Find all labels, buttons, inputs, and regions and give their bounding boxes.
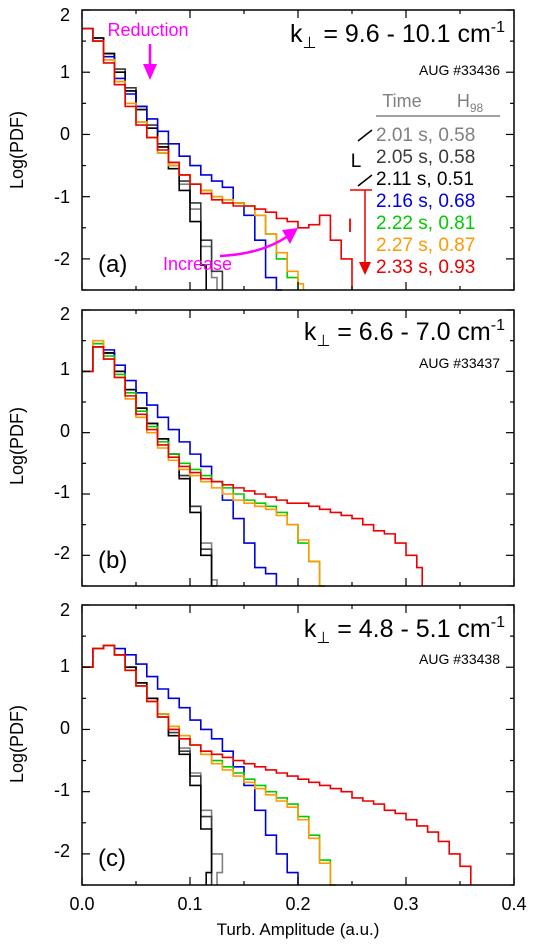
legend: Time H98 2.01 s, 0.58 2.05 s, 0.58 2.11 … — [347, 91, 500, 278]
panel-a-tick-y-2: 2 — [60, 5, 70, 25]
x-tick-2: 0.2 — [285, 894, 310, 914]
panel-a-series-4 — [82, 27, 282, 291]
panel-c-series — [82, 644, 472, 886]
panel-c-k-range: = 4.8 - 5.1 cm — [330, 615, 491, 643]
panel-a-shot: AUG #33436 — [419, 62, 500, 78]
panel-b-k-range: = 6.6 - 7.0 cm — [330, 318, 491, 346]
panel-c-tick-y-0: 0 — [60, 718, 70, 738]
panel-b-tick-y-0: 0 — [60, 421, 70, 441]
legend-l-bracket-top — [357, 129, 373, 142]
annotation-reduction: Reduction — [107, 20, 188, 40]
legend-entry-7: 2.33 s, 0.93 — [376, 257, 475, 278]
panel-a-tick-y-0: 0 — [60, 124, 70, 144]
panel-a-k-exp: -1 — [491, 19, 505, 36]
panel-c: 2 1 0 -1 -2 Log(PDF) (c) k⊥ = 4.8 - 5.1 … — [7, 600, 515, 886]
panel-c-letter: (c) — [98, 845, 126, 872]
panel-a-tick-y-m1: -1 — [54, 187, 70, 207]
panel-b-series — [82, 339, 423, 587]
legend-entry-5: 2.22 s, 0.81 — [376, 213, 475, 234]
panel-c-shot: AUG #33438 — [419, 651, 500, 667]
annotation-increase-arrow — [219, 234, 289, 258]
legend-entry-1: 2.01 s, 0.58 — [376, 125, 475, 146]
panel-a-k-range: = 9.6 - 10.1 cm — [316, 20, 490, 48]
x-tick-1: 0.1 — [177, 894, 202, 914]
panel-c-k-symbol: k — [304, 615, 317, 643]
annotation-increase: Increase — [163, 254, 232, 274]
panel-c-tick-y-m1: -1 — [54, 780, 70, 800]
legend-header-h: H98 — [457, 91, 484, 115]
x-tick-0: 0.0 — [69, 894, 94, 914]
panel-a-letter: (a) — [98, 251, 127, 278]
panel-b-ylabel: Log(PDF) — [7, 407, 27, 485]
panel-a-tick-y-m2: -2 — [54, 249, 70, 269]
panel-a: 2 1 0 -1 -2 Log(PDF) (a) k⊥ = 9.6 - 10.1… — [7, 5, 515, 291]
panel-a-ticks — [81, 9, 515, 291]
panel-c-ticks — [81, 604, 515, 886]
panel-b: 2 1 0 -1 -2 Log(PDF) (b) k⊥ = 6.6 - 7.0 … — [7, 304, 515, 587]
panel-b-shot: AUG #33437 — [419, 355, 500, 371]
legend-header-time: Time — [382, 91, 421, 111]
legend-entry-2: 2.05 s, 0.58 — [376, 147, 475, 168]
panel-c-series-4 — [82, 644, 299, 885]
panel-c-k-exp: -1 — [491, 614, 505, 631]
x-tick-3: 0.3 — [393, 894, 418, 914]
panel-c-k-label: k⊥ = 4.8 - 5.1 cm-1 — [304, 614, 505, 647]
panel-b-k-label: k⊥ = 6.6 - 7.0 cm-1 — [304, 317, 505, 350]
legend-i-arrowhead — [359, 262, 371, 275]
panel-b-tick-y-m2: -2 — [54, 543, 70, 563]
panel-c-tick-y-1: 1 — [60, 656, 70, 676]
legend-phase-i: I — [347, 216, 352, 237]
annotation-reduction-arrowhead — [143, 64, 157, 80]
panel-c-series-7 — [82, 644, 472, 885]
legend-l-bracket-bottom — [357, 174, 373, 187]
panel-b-letter: (b) — [98, 547, 127, 574]
panel-a-series — [82, 27, 353, 291]
x-tick-4: 0.4 — [501, 894, 526, 914]
panel-b-tick-y-m1: -1 — [54, 482, 70, 502]
panel-a-k-symbol: k — [290, 20, 303, 48]
panel-c-tick-y-m2: -2 — [54, 841, 70, 861]
legend-entry-3: 2.11 s, 0.51 — [376, 169, 474, 190]
panel-a-k-label: k⊥ = 9.6 - 10.1 cm-1 — [290, 19, 505, 52]
panel-a-ylabel: Log(PDF) — [7, 111, 27, 189]
panel-c-tick-y-2: 2 — [60, 600, 70, 620]
legend-entry-4: 2.16 s, 0.68 — [376, 191, 475, 212]
panel-b-ticks — [81, 309, 515, 587]
panel-b-k-symbol: k — [304, 318, 317, 346]
panel-b-series-7 — [82, 346, 423, 586]
panel-b-k-exp: -1 — [491, 317, 505, 334]
panel-b-tick-y-2: 2 — [60, 304, 70, 324]
annotation-increase-arrowhead — [282, 228, 298, 244]
panel-a-series-7 — [82, 27, 353, 290]
legend-entry-6: 2.27 s, 0.87 — [376, 235, 475, 256]
panel-b-tick-y-1: 1 — [60, 359, 70, 379]
legend-phase-l: L — [351, 151, 362, 172]
x-axis-label: Turb. Amplitude (a.u.) — [217, 920, 380, 939]
panel-b-frame — [81, 309, 515, 587]
panel-a-tick-y-1: 1 — [60, 62, 70, 82]
panel-c-ylabel: Log(PDF) — [7, 705, 27, 783]
